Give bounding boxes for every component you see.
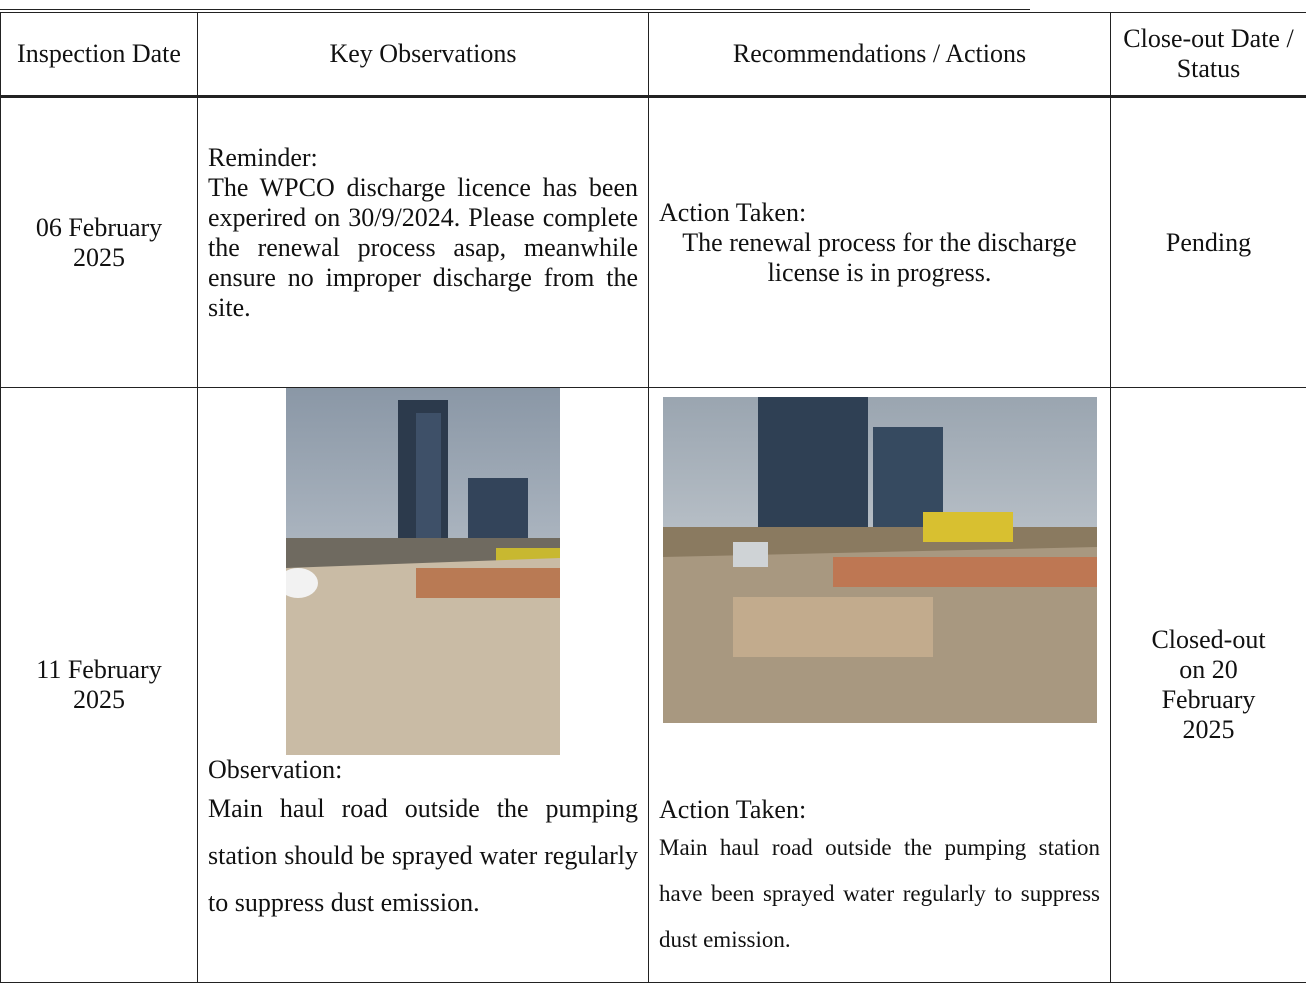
- site-photo: [663, 397, 1097, 723]
- observation-cell: Reminder: The WPCO discharge licence has…: [198, 97, 649, 388]
- site-photo: [286, 388, 560, 755]
- text: Main haul road outside the pumping stati…: [208, 785, 638, 926]
- label: Action Taken:: [659, 198, 1100, 228]
- header-cell: Inspection Date: [1, 13, 198, 97]
- status-cell: Pending: [1111, 97, 1306, 388]
- label: Action Taken:: [659, 795, 1100, 825]
- label: Observation:: [208, 755, 638, 785]
- action-cell: Action Taken: Main haul road outside the…: [649, 388, 1111, 983]
- text: The renewal process for the discharge li…: [659, 228, 1100, 288]
- header-row: Inspection Date Key Observations Recomme…: [1, 13, 1306, 97]
- header-cell: Recommendations / Actions: [649, 13, 1111, 97]
- status-text: Closed-out on 20 February 2025: [1139, 625, 1279, 745]
- inspection-table: Inspection Date Key Observations Recomme…: [0, 12, 1306, 983]
- date-cell: 11 February 2025: [1, 388, 198, 983]
- caption-underline: [0, 9, 1030, 10]
- status-cell: Closed-out on 20 February 2025: [1111, 388, 1306, 983]
- label: Reminder:: [208, 143, 638, 173]
- table-row: 06 February 2025 Reminder: The WPCO disc…: [1, 97, 1306, 388]
- header-cell: Key Observations: [198, 13, 649, 97]
- text: Main haul road outside the pumping stati…: [659, 825, 1100, 963]
- text: The WPCO discharge licence has been expe…: [208, 173, 638, 323]
- header-cell: Close-out Date / Status: [1111, 13, 1306, 97]
- date-cell: 06 February 2025: [1, 97, 198, 388]
- action-cell: Action Taken: The renewal process for th…: [649, 97, 1111, 388]
- observation-cell: Observation: Main haul road outside the …: [198, 388, 649, 983]
- table-row: 11 February 2025 Observation: Main haul …: [1, 388, 1306, 983]
